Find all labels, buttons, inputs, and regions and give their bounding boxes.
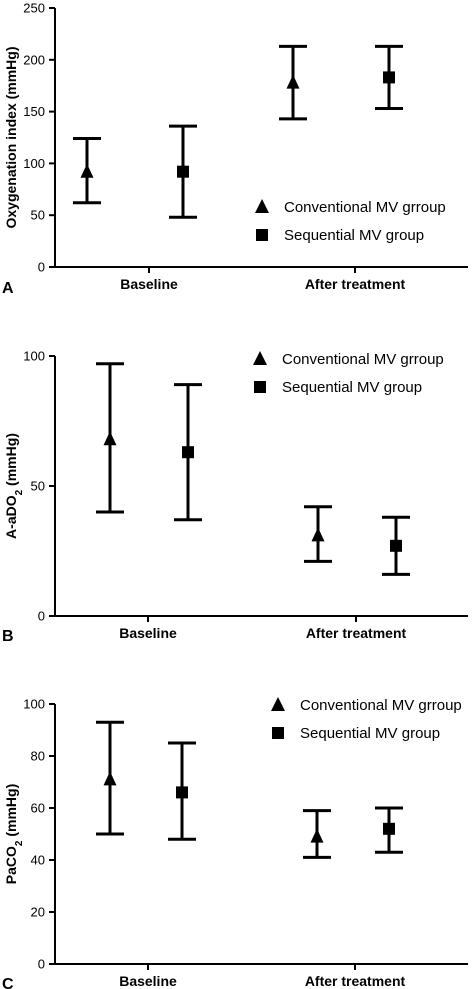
y-tick-label: 200 <box>23 52 45 67</box>
legend-square-icon <box>256 229 268 241</box>
legend-triangle-icon <box>253 351 267 365</box>
y-tick-label: 50 <box>31 208 45 223</box>
y-tick-label: 100 <box>23 349 45 364</box>
legend-triangle-icon <box>271 697 285 711</box>
chart-panel-c: 0 20 40 60 80 100 Baseline After treatment PaCO2… <box>2 697 468 989</box>
triangle-marker <box>80 163 94 178</box>
x-category-label: After treatment <box>305 276 406 292</box>
square-marker <box>177 165 189 178</box>
y-tick-label: 0 <box>38 609 45 624</box>
y-tick-label: 40 <box>31 853 45 868</box>
square-marker <box>383 71 395 84</box>
x-category-label: After treatment <box>306 625 407 641</box>
square-marker <box>182 446 194 459</box>
x-category-label: Baseline <box>119 973 177 989</box>
panel-letter: C <box>2 976 14 989</box>
panel-letter: A <box>2 280 14 297</box>
chart-panel-a: 0 50 100 150 200 250 Baseline After treatment Ox… <box>2 1 468 297</box>
square-marker <box>390 539 402 552</box>
square-marker <box>383 822 395 835</box>
triangle-marker <box>311 527 325 542</box>
legend-label: Conventional MV grroup <box>300 697 462 714</box>
legend-label: Conventional MV grroup <box>284 199 446 216</box>
y-tick-label: 100 <box>23 697 45 712</box>
legend-label: Sequential MV group <box>284 227 424 244</box>
y-axis-title: PaCO2 (mmHg) <box>3 784 25 884</box>
y-tick-label: 250 <box>23 1 45 16</box>
triangle-marker <box>310 828 324 843</box>
chart-panel-b: 0 50 100 Baseline After treatment A-aDO2 (mmH… <box>2 349 468 645</box>
panel-letter: B <box>2 628 14 645</box>
y-tick-label: 0 <box>38 957 45 972</box>
y-tick-label: 100 <box>23 156 45 171</box>
legend-square-icon <box>272 727 284 739</box>
square-marker <box>176 786 188 799</box>
y-axis-title: A-aDO2 (mmHg) <box>3 433 25 539</box>
y-axis-title: Oxygenation index (mmHg) <box>3 46 19 228</box>
y-tick-label: 0 <box>38 260 45 275</box>
y-tick-label: 50 <box>31 479 45 494</box>
triangle-marker <box>103 431 117 446</box>
legend-triangle-icon <box>255 199 269 213</box>
y-tick-label: 150 <box>23 104 45 119</box>
y-tick-label: 60 <box>31 801 45 816</box>
triangle-marker <box>286 74 300 89</box>
y-tick-label: 20 <box>31 905 45 920</box>
x-category-label: After treatment <box>305 973 406 989</box>
x-category-label: Baseline <box>119 625 177 641</box>
legend-label: Conventional MV grroup <box>282 351 444 368</box>
triangle-marker <box>103 771 117 786</box>
y-tick-label: 80 <box>31 749 45 764</box>
legend-label: Sequential MV group <box>300 725 440 742</box>
legend-square-icon <box>254 381 266 393</box>
x-category-label: Baseline <box>120 276 178 292</box>
legend-label: Sequential MV group <box>282 379 422 396</box>
